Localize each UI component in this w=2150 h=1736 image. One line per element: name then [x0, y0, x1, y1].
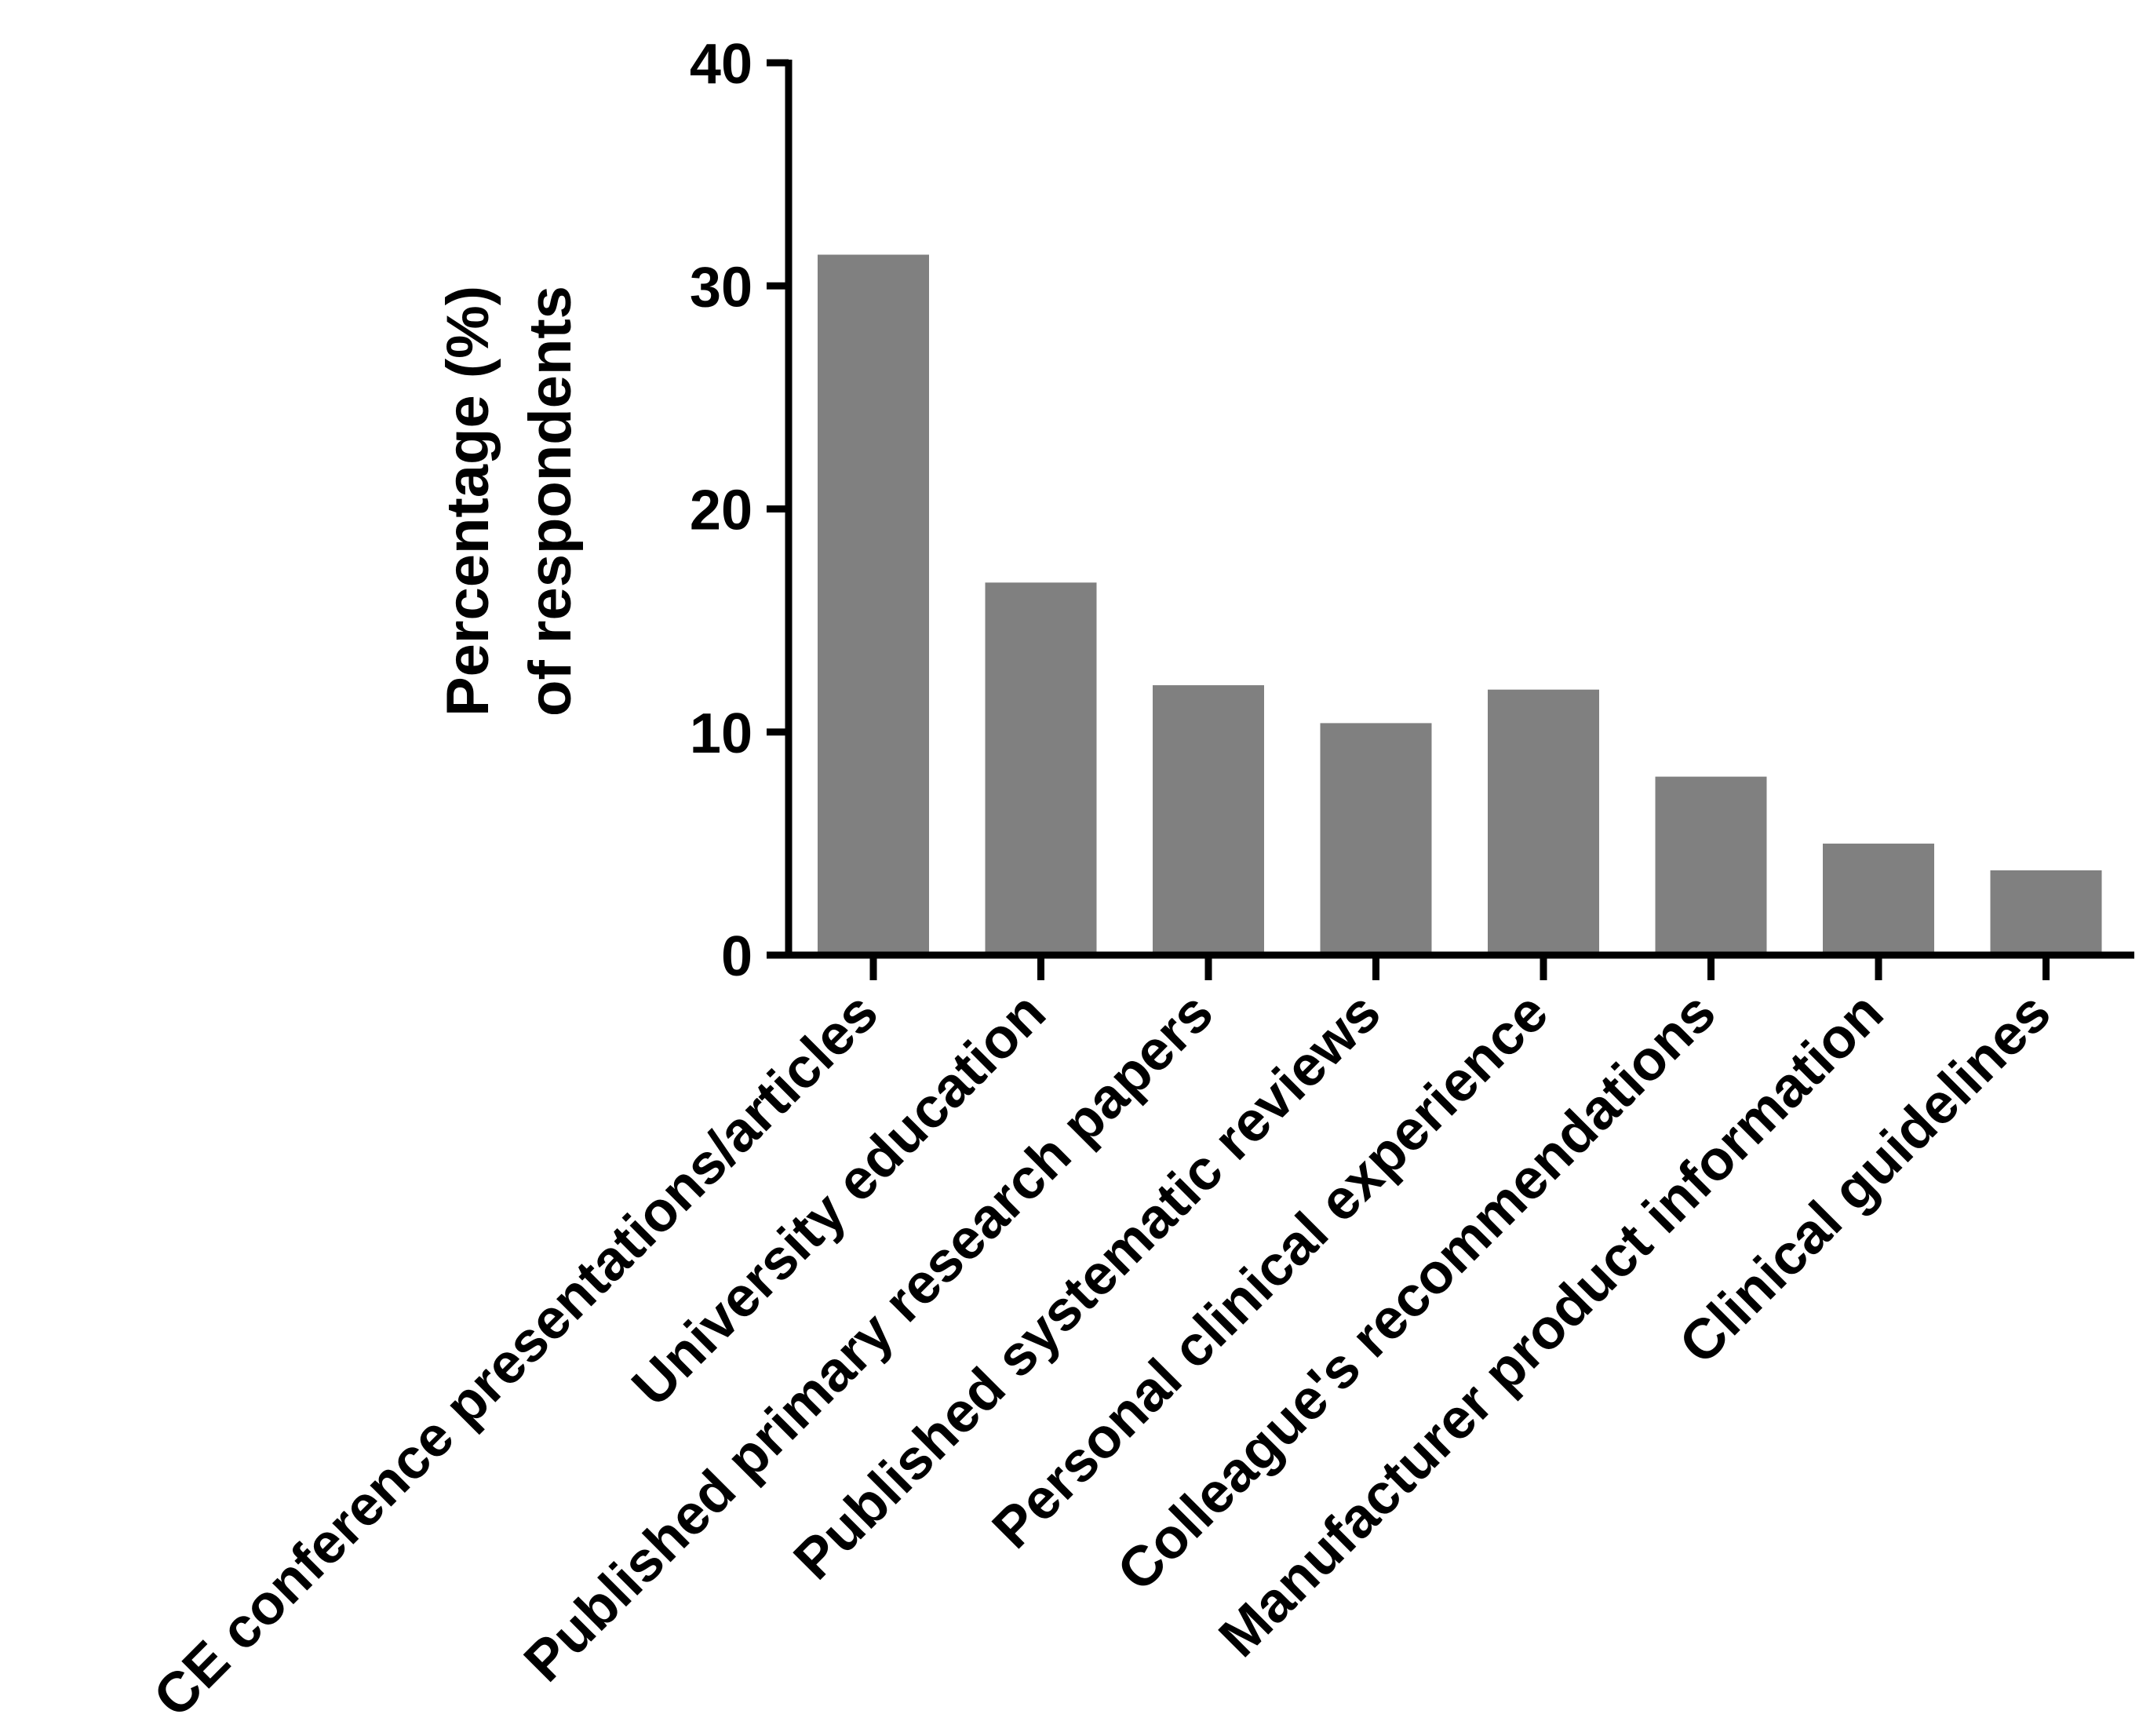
- y-tick-label: 40: [690, 33, 752, 96]
- bar-3: [1153, 685, 1264, 955]
- x-ticks-layer: CE conference presentations/articlesUniv…: [142, 955, 2063, 1729]
- y-tick-label: 30: [690, 256, 752, 319]
- x-category-label: Colleague's recommendations: [1106, 981, 1728, 1603]
- y-tick-label: 0: [721, 925, 752, 988]
- bar-8: [1990, 870, 2102, 955]
- x-category-label: Published systematic reviews: [782, 981, 1393, 1592]
- y-ticks-layer: 0 10 20 30 40: [690, 33, 789, 988]
- bar-1: [818, 254, 929, 955]
- y-tick-label: 10: [690, 702, 752, 765]
- y-axis-title: Percentage (%) of respondents: [435, 286, 584, 717]
- x-category-label: CE conference presentations/articles: [142, 981, 891, 1730]
- y-axis-title-line-2: of respondents: [517, 286, 584, 717]
- y-tick-label: 20: [690, 480, 752, 542]
- bar-6: [1655, 776, 1767, 955]
- bar-5: [1488, 689, 1599, 955]
- bar-2: [985, 582, 1097, 955]
- bars-layer: [818, 254, 2102, 955]
- bar-7: [1823, 843, 1934, 955]
- bar-4: [1320, 723, 1432, 955]
- x-category-label: Published primary research papers: [512, 981, 1225, 1694]
- y-axis-title-line-1: Percentage (%): [435, 286, 501, 717]
